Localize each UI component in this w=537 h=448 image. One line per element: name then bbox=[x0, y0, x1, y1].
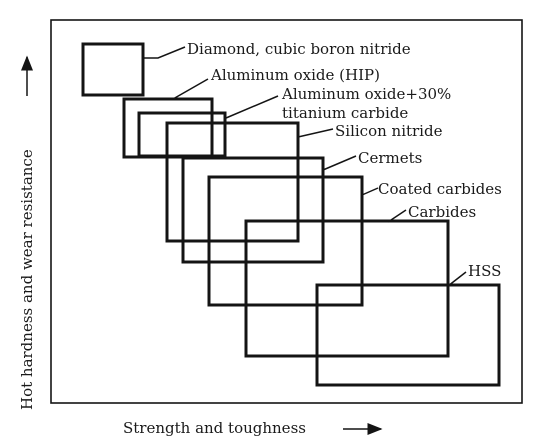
label-silicon-nitride: Silicon nitride bbox=[335, 122, 443, 140]
leader-aluminum-oxide-hip bbox=[172, 78, 209, 100]
label-cermets: Cermets bbox=[358, 149, 422, 167]
leader-carbides bbox=[387, 209, 407, 223]
box-carbides bbox=[244, 219, 450, 358]
label-coated-carbides: Coated carbides bbox=[378, 180, 502, 198]
box-diamond-cbn bbox=[81, 42, 145, 97]
label-aluminum-oxide-hip: Aluminum oxide (HIP) bbox=[210, 66, 380, 84]
label-aluminum-oxide-tic-line1: Aluminum oxide+30% bbox=[281, 85, 451, 103]
box-aluminum-oxide-tic bbox=[137, 111, 227, 158]
label-diamond-cbn: Diamond, cubic boron nitride bbox=[187, 40, 411, 58]
box-hss bbox=[315, 283, 501, 387]
plot-frame bbox=[50, 19, 523, 404]
leader-aluminum-oxide-tic bbox=[225, 95, 279, 119]
label-hss: HSS bbox=[468, 262, 501, 280]
label-carbides: Carbides bbox=[408, 203, 476, 221]
x-axis-label: Strength and toughness bbox=[123, 419, 306, 437]
box-silicon-nitride bbox=[165, 121, 300, 243]
leader-hss bbox=[447, 271, 467, 287]
leader-cermets bbox=[322, 155, 357, 171]
box-cermets bbox=[181, 156, 325, 264]
y-axis-label: Hot hardness and wear resistance bbox=[18, 149, 36, 410]
label-aluminum-oxide-tic-line2: titanium carbide bbox=[282, 104, 408, 122]
leader-coated-carbides bbox=[361, 187, 379, 196]
leader-diamond bbox=[144, 46, 186, 59]
box-coated-carbides bbox=[207, 175, 364, 307]
leader-silicon-nitride bbox=[297, 128, 334, 138]
